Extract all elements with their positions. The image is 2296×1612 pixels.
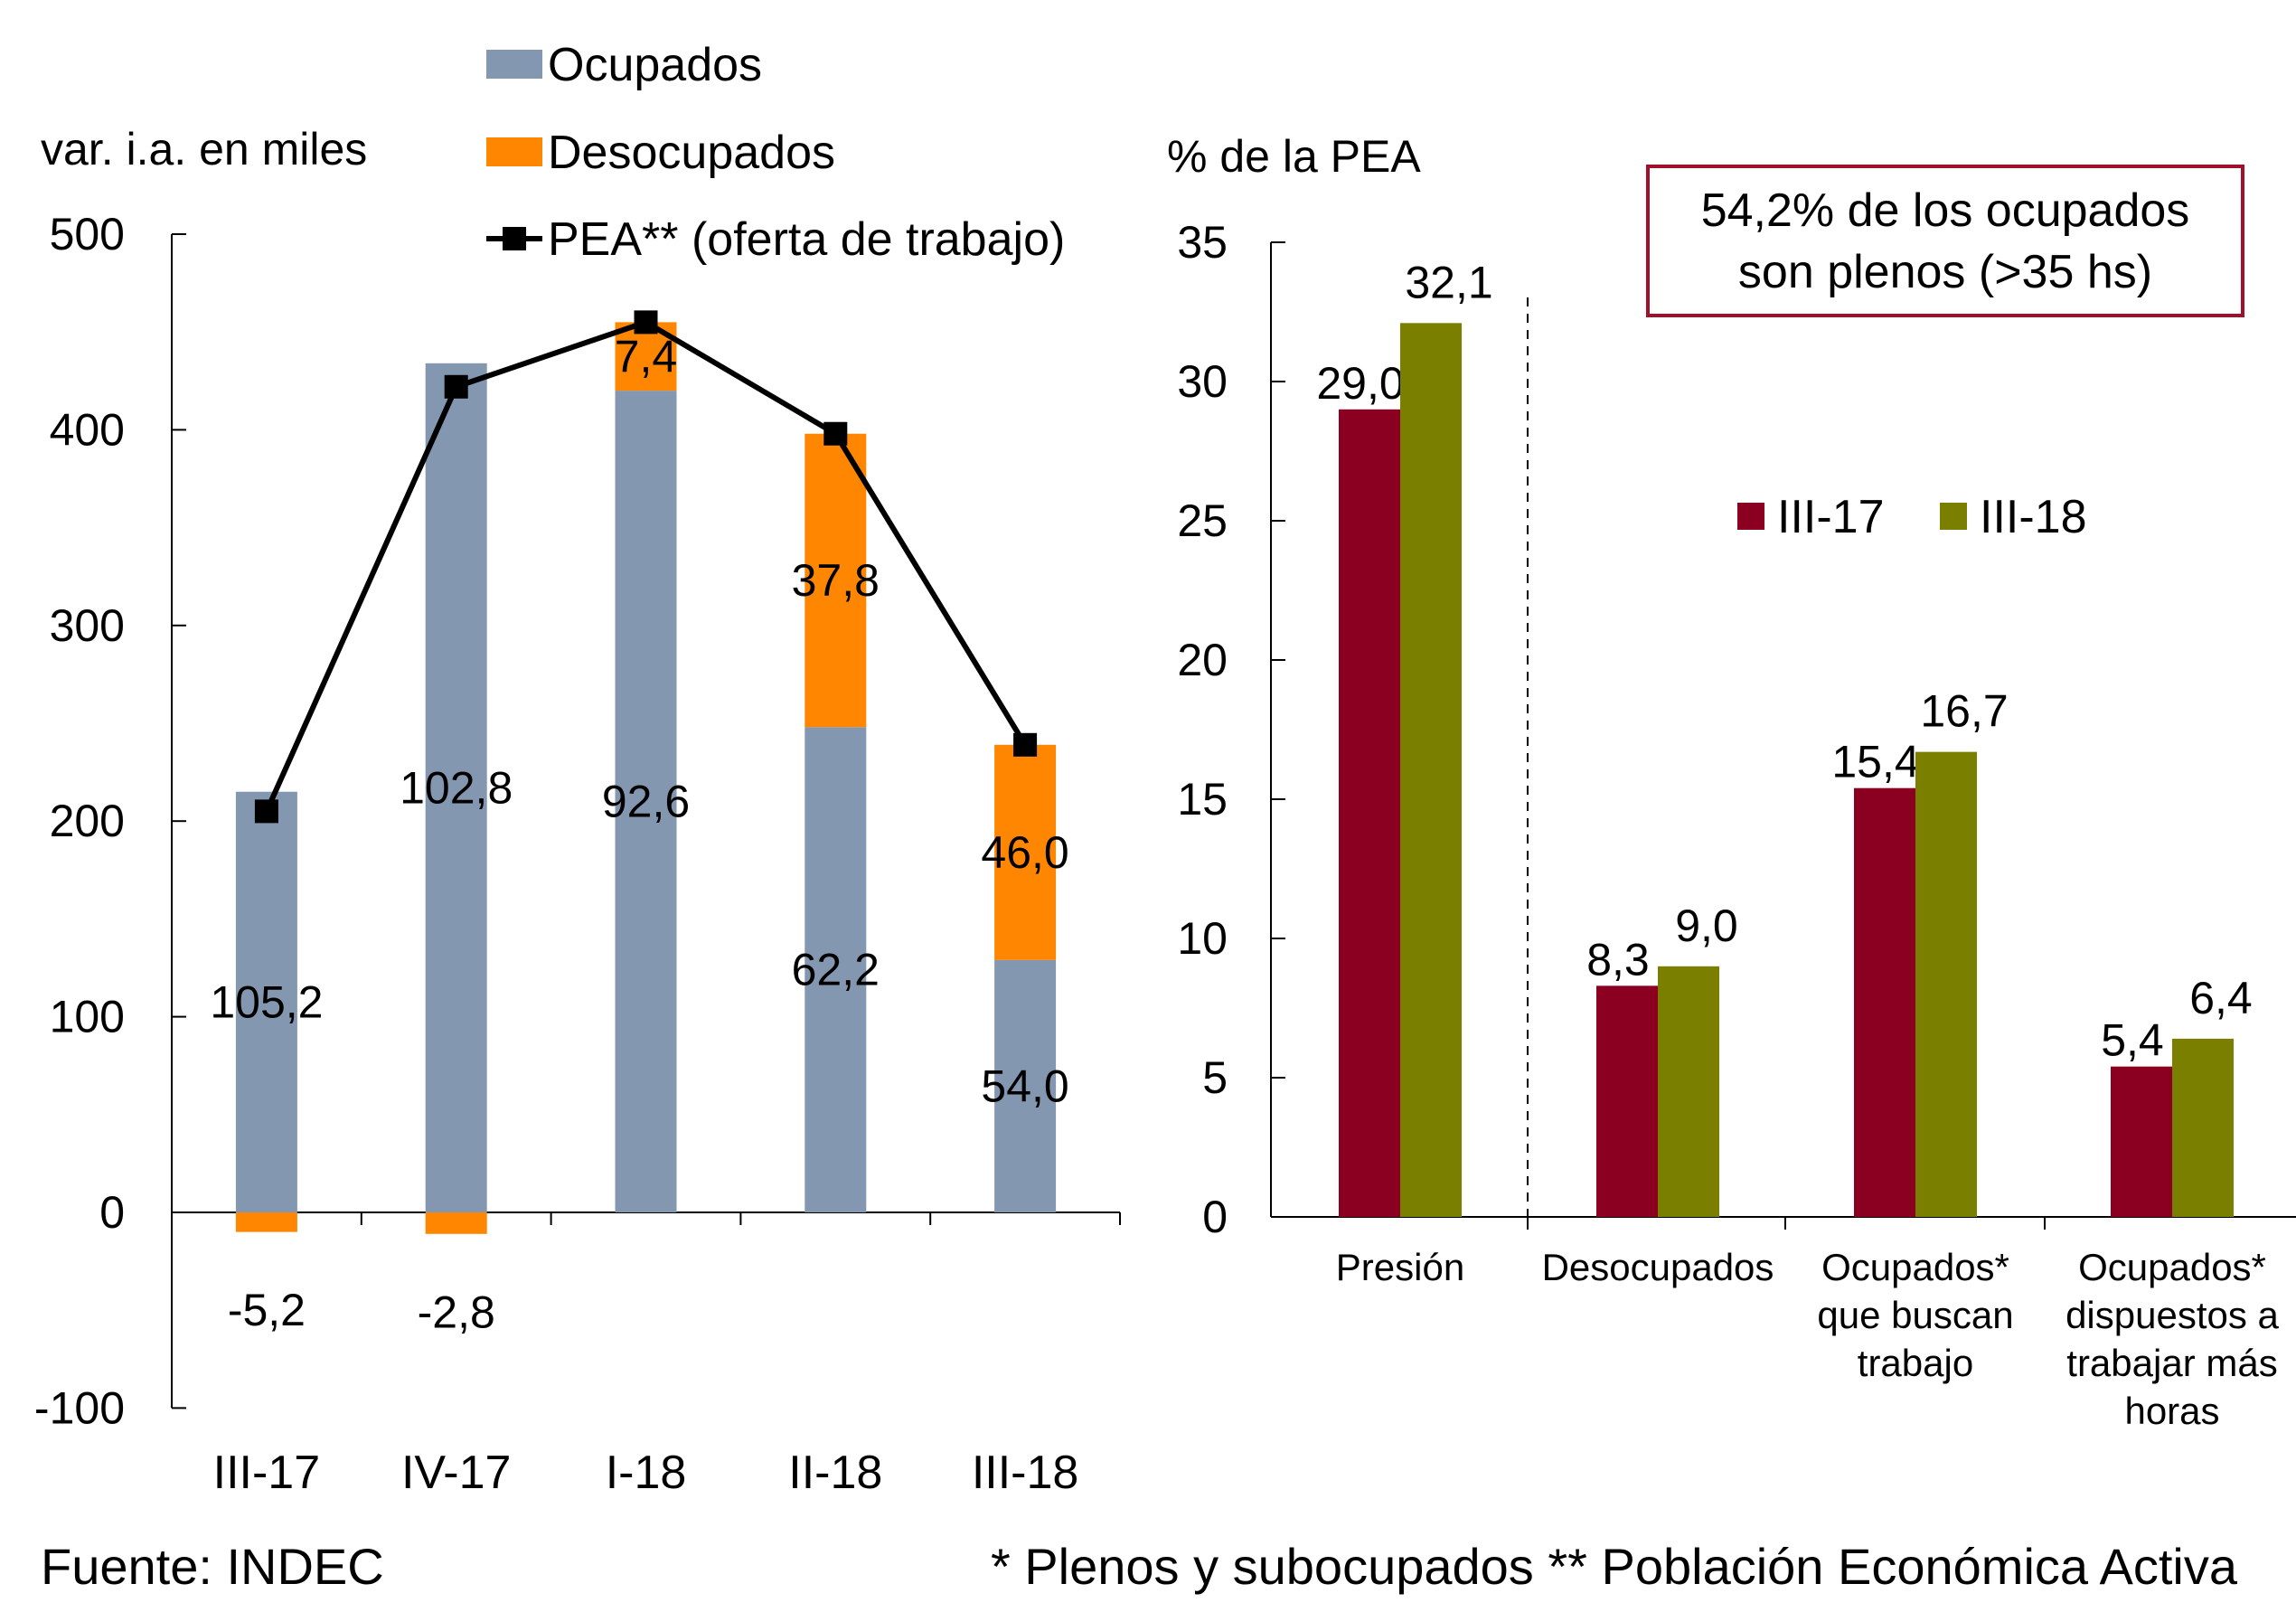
legend-label-iii18: III-18 bbox=[1980, 491, 2087, 543]
x-tick-label: IV-17 bbox=[401, 1447, 511, 1499]
y-tick-label: 0 bbox=[99, 1187, 125, 1238]
bar-iii-18 bbox=[1400, 323, 1462, 1217]
footer-notes: * Plenos y subocupados ** Población Econ… bbox=[991, 1538, 2238, 1595]
x-tick-label: Ocupados* bbox=[2078, 1246, 2266, 1288]
annotation-text: 54,2% de los ocupados bbox=[1701, 184, 2190, 237]
y-tick-label: 0 bbox=[1202, 1192, 1228, 1242]
bar-ocupados bbox=[615, 391, 677, 1212]
data-label-ocupados: 105,2 bbox=[210, 976, 323, 1027]
y-tick-label: 400 bbox=[50, 404, 125, 455]
data-label-ocupados: 92,6 bbox=[602, 777, 690, 827]
y-tick-label: 35 bbox=[1177, 217, 1228, 268]
data-label-ocupados: 54,0 bbox=[981, 1061, 1068, 1111]
y-tick-label: 5 bbox=[1202, 1052, 1228, 1103]
pea-marker bbox=[634, 310, 658, 335]
x-tick-label: horas bbox=[2124, 1390, 2219, 1432]
bar-desocupados bbox=[805, 433, 867, 728]
legend-swatch-iii18 bbox=[1940, 503, 1967, 530]
x-tick-label: dispuestos a bbox=[2065, 1294, 2279, 1336]
legend-label-desocupados: Desocupados bbox=[548, 127, 835, 179]
data-label-iii-17: 5,4 bbox=[2101, 1015, 2164, 1066]
legend-swatch-desocupados bbox=[486, 137, 542, 166]
y-tick-label: 10 bbox=[1177, 913, 1228, 964]
legend-label-iii17: III-17 bbox=[1777, 491, 1885, 543]
data-label-desocupados: 37,8 bbox=[792, 555, 880, 606]
bar-ocupados bbox=[805, 727, 867, 1212]
data-label-iii-18: 16,7 bbox=[1920, 686, 2008, 737]
x-tick-label: Desocupados bbox=[1542, 1246, 1774, 1288]
y-tick-label: -100 bbox=[34, 1382, 125, 1433]
y-tick-label: 20 bbox=[1177, 635, 1228, 685]
legend-swatch-ocupados bbox=[486, 50, 542, 79]
x-tick-label: III-18 bbox=[972, 1447, 1079, 1499]
bar-desocupados bbox=[235, 1212, 297, 1232]
data-label-ocupados: 62,2 bbox=[792, 945, 880, 995]
right-chart: % de la PEA 35 30 25 20 15 10 5 0 29,0 32,1 Presión… bbox=[1167, 131, 2296, 1432]
y-axis-label: % de la PEA bbox=[1167, 131, 1421, 182]
bar-desocupados bbox=[425, 1212, 487, 1234]
y-tick-label: 30 bbox=[1177, 356, 1228, 407]
y-tick-label: 15 bbox=[1177, 774, 1228, 825]
pea-marker bbox=[254, 799, 278, 824]
pea-marker bbox=[444, 374, 468, 399]
y-tick-label: 25 bbox=[1177, 495, 1228, 546]
bar-ocupados bbox=[235, 791, 297, 1212]
x-tick-label: I-18 bbox=[606, 1447, 687, 1499]
footer-source: Fuente: INDEC bbox=[41, 1538, 384, 1595]
bar-iii-18 bbox=[2172, 1038, 2234, 1217]
x-tick-label: que buscan bbox=[1817, 1294, 2013, 1336]
data-label-iii-17: 15,4 bbox=[1831, 737, 1919, 787]
bar-iii-17 bbox=[1854, 787, 1915, 1217]
data-label-iii-17: 29,0 bbox=[1316, 358, 1404, 409]
y-tick-label: 300 bbox=[50, 600, 125, 651]
bar-iii-17 bbox=[2111, 1066, 2172, 1217]
y-tick-label: 200 bbox=[50, 796, 125, 846]
data-label-iii-17: 8,3 bbox=[1586, 934, 1650, 985]
legend-swatch-iii17 bbox=[1737, 503, 1764, 530]
data-label-iii-18: 9,0 bbox=[1675, 900, 1738, 951]
data-label-iii-18: 6,4 bbox=[2189, 973, 2253, 1023]
bar-iii-17 bbox=[1596, 985, 1658, 1217]
data-label-desocupados: 46,0 bbox=[981, 827, 1068, 878]
y-axis-label: var. i.a. en miles bbox=[41, 124, 367, 174]
left-chart: var. i.a. en miles 500 400 300 200 100 0 -100 10… bbox=[34, 39, 1121, 1499]
data-label-iii-18: 32,1 bbox=[1405, 257, 1492, 307]
legend-label-pea: PEA** (oferta de trabajo) bbox=[548, 213, 1065, 266]
pea-marker bbox=[1013, 732, 1038, 757]
y-tick-label: 100 bbox=[50, 992, 125, 1042]
x-tick-label: trabajo bbox=[1858, 1342, 1973, 1384]
x-tick-label: II-18 bbox=[788, 1447, 882, 1499]
annotation-box bbox=[1646, 165, 2244, 317]
bar-iii-18 bbox=[1658, 966, 1719, 1217]
pea-marker bbox=[823, 421, 848, 446]
data-label-desocupados: 7,4 bbox=[615, 331, 678, 382]
bar-iii-18 bbox=[1915, 751, 1977, 1217]
legend-label-ocupados: Ocupados bbox=[548, 39, 762, 91]
data-label-desocupados: -2,8 bbox=[418, 1287, 495, 1337]
data-label-ocupados: 102,8 bbox=[400, 762, 513, 813]
annotation-text: son plenos (>35 hs) bbox=[1738, 246, 2152, 298]
data-label-desocupados: -5,2 bbox=[228, 1285, 306, 1335]
x-tick-label: Presión bbox=[1336, 1246, 1464, 1288]
bar-ocupados bbox=[425, 363, 487, 1213]
x-tick-label: Ocupados* bbox=[1821, 1246, 2009, 1288]
bar-ocupados bbox=[994, 959, 1057, 1212]
legend-marker-pea bbox=[503, 227, 526, 250]
x-tick-label: trabajar más bbox=[2066, 1342, 2277, 1384]
bar-desocupados bbox=[994, 744, 1057, 960]
bar-iii-17 bbox=[1339, 409, 1400, 1217]
y-tick-label: 500 bbox=[50, 209, 125, 259]
x-tick-label: III-17 bbox=[213, 1447, 321, 1499]
